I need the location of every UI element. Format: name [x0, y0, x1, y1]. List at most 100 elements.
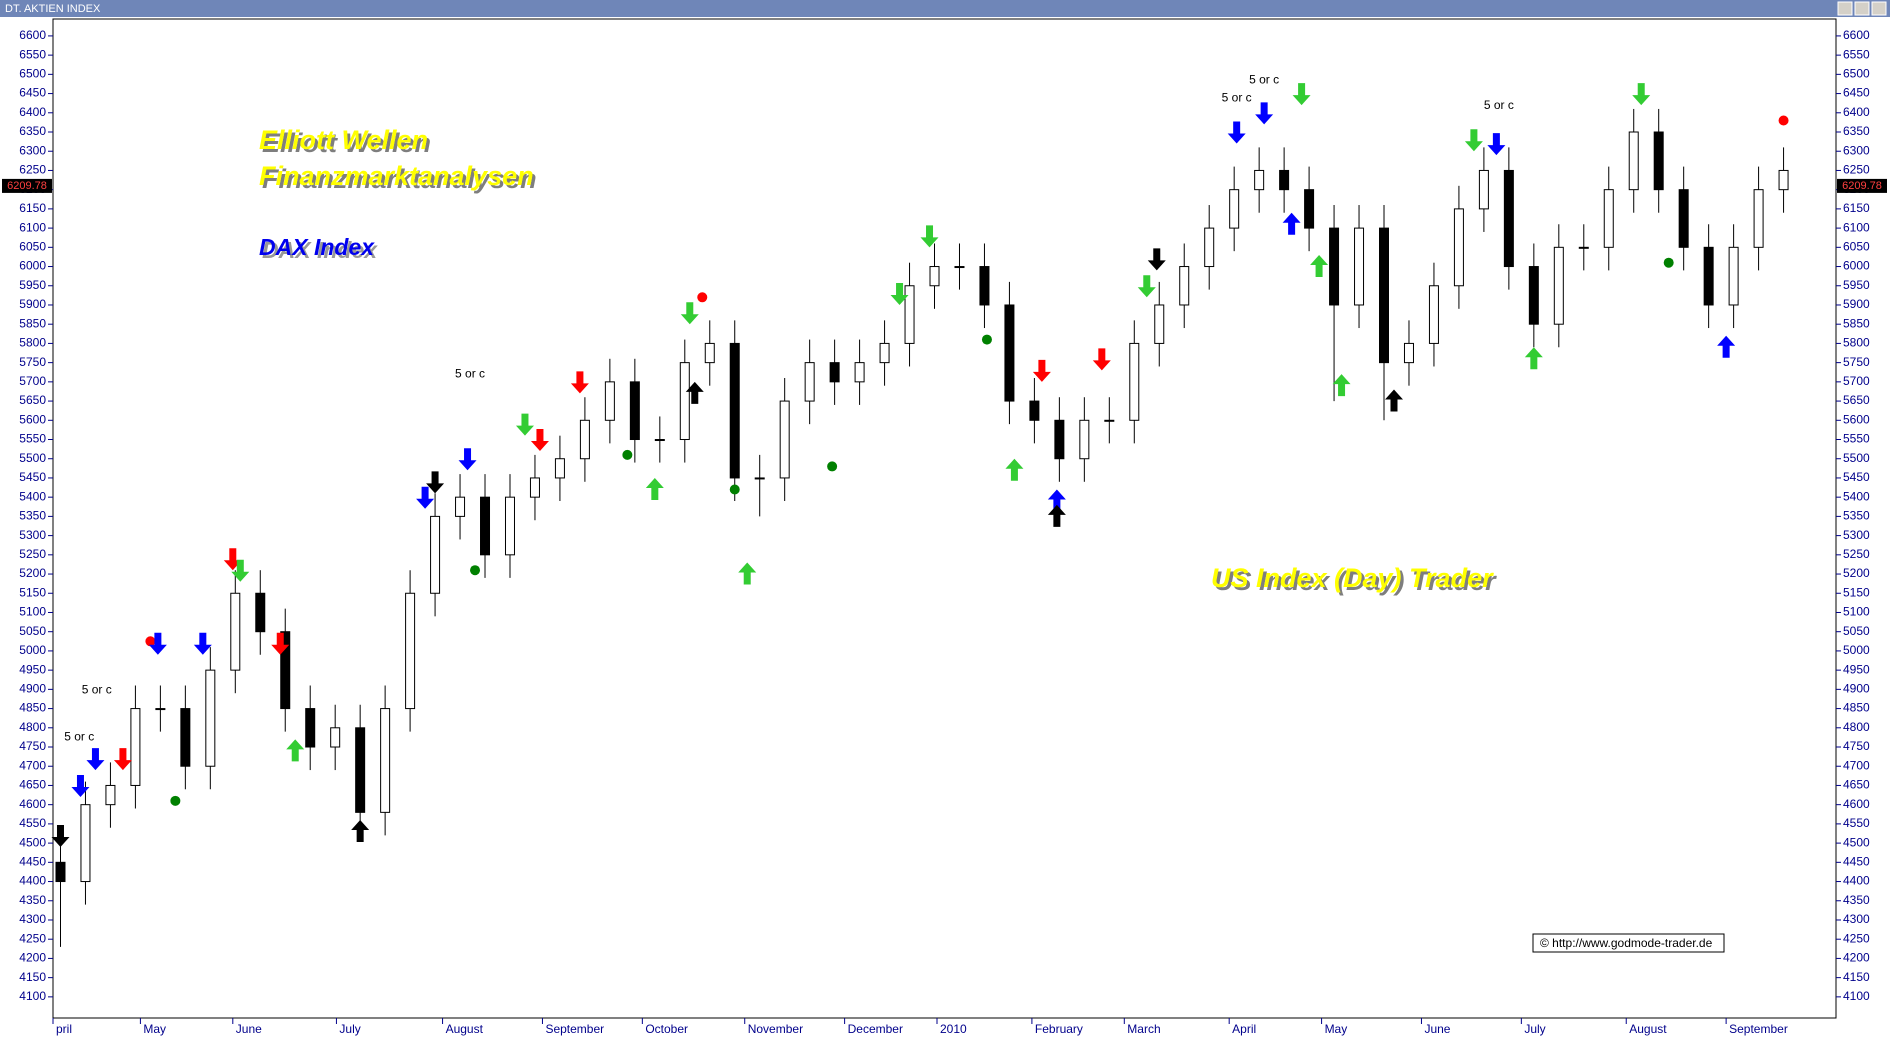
- signal-arrow: [1632, 83, 1651, 106]
- wave-label: 5 or c: [64, 730, 94, 744]
- y-tick-label: 5800: [19, 336, 46, 350]
- signal-arrow: [1092, 348, 1111, 371]
- x-tick-label: July: [1524, 1022, 1545, 1036]
- y-tick-label-right: 4500: [1843, 835, 1870, 849]
- candle-body: [1653, 131, 1664, 191]
- signal-arrow: [458, 448, 477, 471]
- y-tick-label-right: 6250: [1843, 163, 1870, 177]
- y-tick-label: 5600: [19, 412, 46, 426]
- y-tick-label: 4650: [19, 778, 46, 792]
- signal-arrow: [515, 413, 534, 436]
- y-tick-label-right: 4250: [1843, 931, 1870, 945]
- y-tick-label: 5500: [19, 451, 46, 465]
- signal-arrow: [530, 429, 549, 452]
- x-tick-label: 2010: [940, 1022, 967, 1036]
- signal-arrow: [920, 225, 939, 248]
- y-tick-label: 4500: [19, 835, 46, 849]
- signal-arrow: [570, 371, 589, 394]
- y-tick-label: 4400: [19, 874, 46, 888]
- candle-body: [704, 342, 715, 364]
- y-tick-label: 5400: [19, 489, 46, 503]
- y-tick-label-right: 6400: [1843, 105, 1870, 119]
- y-tick-label-right: 4650: [1843, 778, 1870, 792]
- window-title: DT. AKTIEN INDEX: [5, 3, 101, 15]
- candle-body: [1753, 189, 1764, 248]
- candle-body: [330, 727, 341, 748]
- y-tick-label-right: 6150: [1843, 201, 1870, 215]
- x-tick-label: December: [848, 1022, 903, 1036]
- candle-body: [1503, 169, 1514, 268]
- signal-arrow: [1005, 458, 1024, 481]
- signal-arrow: [51, 824, 70, 847]
- candle-body: [1453, 208, 1464, 287]
- signal-dot: [981, 334, 992, 345]
- y-tick-label-right: 4900: [1843, 682, 1870, 696]
- y-tick-label: 6000: [19, 259, 46, 273]
- minimize-button[interactable]: [1837, 1, 1853, 16]
- signal-arrow: [71, 774, 90, 797]
- x-tick-label: March: [1127, 1022, 1160, 1036]
- candle-body: [879, 342, 890, 364]
- y-tick-label: 4750: [19, 739, 46, 753]
- index-name: DAX Index: [259, 234, 375, 260]
- x-tick-label: April: [1232, 1022, 1256, 1036]
- y-tick-label-right: 5650: [1843, 393, 1870, 407]
- x-tick-label: June: [1424, 1022, 1450, 1036]
- signal-arrow: [86, 748, 105, 771]
- y-tick-label: 4700: [19, 758, 46, 772]
- y-tick-label: 6550: [19, 47, 46, 61]
- signal-arrow: [271, 632, 290, 655]
- signal-arrow: [351, 820, 370, 843]
- y-tick-label-right: 6500: [1843, 67, 1870, 81]
- y-tick-label-right: 4100: [1843, 989, 1870, 1003]
- candle-body: [130, 708, 141, 786]
- plot-area: [52, 18, 1837, 1019]
- signal-arrow: [426, 471, 445, 494]
- signal-arrow: [1147, 248, 1166, 271]
- y-tick-label-right: 6300: [1843, 143, 1870, 157]
- candle-body: [554, 458, 565, 479]
- title-bar: [0, 0, 1890, 17]
- candle-body: [1478, 169, 1489, 210]
- candle-body: [1703, 246, 1714, 306]
- candle-body: [1254, 169, 1265, 191]
- y-tick-label: 5950: [19, 278, 46, 292]
- y-tick-label: 4300: [19, 912, 46, 926]
- signal-dot: [1778, 115, 1789, 126]
- candle-body: [1004, 304, 1015, 402]
- headline: Elliott Wellen: [259, 125, 428, 155]
- candle-body: [255, 592, 266, 633]
- y-tick-label: 4250: [19, 931, 46, 945]
- x-tick-label: September: [1729, 1022, 1788, 1036]
- y-tick-label-right: 5350: [1843, 509, 1870, 523]
- signal-arrow: [1487, 133, 1506, 156]
- y-tick-label-right: 5900: [1843, 297, 1870, 311]
- y-tick-label: 4200: [19, 951, 46, 965]
- text-shadow: US Index (Day) Trader: [1214, 566, 1497, 596]
- last-price-label: 6209.78: [7, 180, 47, 192]
- copyright: © http://www.godmode-trader.de: [1540, 936, 1713, 950]
- y-tick-label-right: 5500: [1843, 451, 1870, 465]
- x-tick-label: May: [1325, 1022, 1348, 1036]
- y-tick-label: 5850: [19, 316, 46, 330]
- wave-label: 5 or c: [82, 683, 112, 697]
- y-tick-label-right: 4700: [1843, 758, 1870, 772]
- headline: Finanzmarktanalysen: [259, 161, 534, 191]
- close-button[interactable]: [1871, 1, 1887, 16]
- signal-arrow: [193, 632, 212, 655]
- candle-body: [1428, 285, 1439, 344]
- maximize-button[interactable]: [1854, 1, 1870, 16]
- signal-arrow: [1310, 255, 1329, 278]
- last-price-box: [1837, 178, 1887, 193]
- candle-body: [1354, 227, 1365, 306]
- candle-body: [929, 266, 940, 287]
- candle-body: [1578, 246, 1589, 249]
- candle-body: [1678, 189, 1689, 248]
- y-tick-label: 5650: [19, 393, 46, 407]
- wave-label: 5 or c: [455, 367, 485, 381]
- candle-body: [1029, 400, 1040, 421]
- candle-body: [180, 708, 191, 767]
- y-tick-label-right: 6600: [1843, 28, 1870, 42]
- y-tick-label: 4900: [19, 682, 46, 696]
- y-tick-label: 6350: [19, 124, 46, 138]
